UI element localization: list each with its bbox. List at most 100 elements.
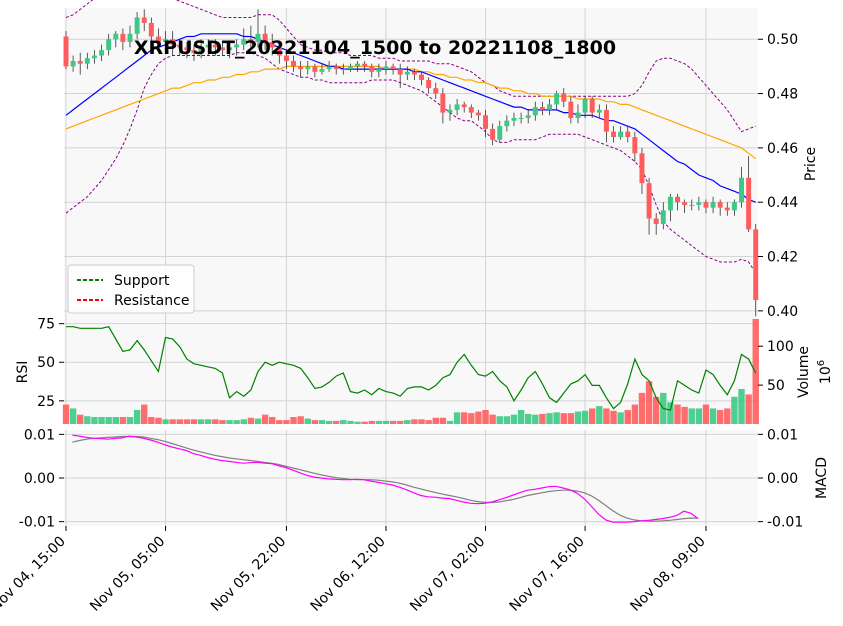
volume-bar xyxy=(489,414,496,424)
candle-up xyxy=(582,98,588,113)
volume-tick-label: 50 xyxy=(767,378,785,394)
x-tick-label: Nov 04, 15:00 xyxy=(0,534,69,615)
volume-bar xyxy=(382,420,390,424)
candle-up xyxy=(554,93,560,105)
volume-bar xyxy=(283,420,290,424)
candle-down xyxy=(717,202,723,208)
candle-up xyxy=(84,58,90,64)
volume-bar xyxy=(603,408,610,424)
volume-bar xyxy=(731,396,738,424)
candle-down xyxy=(184,47,190,51)
volume-bar xyxy=(439,417,447,424)
volume-tick-label: 100 xyxy=(767,339,794,355)
candle-down xyxy=(625,131,631,138)
candle-down xyxy=(724,207,730,211)
candle-up xyxy=(696,202,702,205)
volume-bar xyxy=(674,404,681,424)
volume-bar xyxy=(84,416,91,424)
volume-bar xyxy=(261,414,269,424)
legend-box xyxy=(67,264,195,314)
candle-up xyxy=(134,17,140,34)
candle-down xyxy=(120,33,126,42)
price-tick-label: 0.44 xyxy=(767,195,798,211)
volume-bar xyxy=(276,420,283,424)
volume-bar xyxy=(688,408,695,424)
volume-bar xyxy=(503,416,511,424)
candle-down xyxy=(653,218,659,224)
candle-up xyxy=(547,104,553,110)
candle-down xyxy=(639,153,645,184)
volume-bars xyxy=(62,319,759,424)
candle-down xyxy=(475,112,481,116)
price-tick-label: 0.42 xyxy=(767,250,798,266)
x-tick-label: Nov 06, 12:00 xyxy=(308,534,389,615)
volume-bar xyxy=(532,414,539,424)
candle-down xyxy=(611,131,617,138)
candle-down xyxy=(291,60,297,67)
candle-down xyxy=(603,109,609,132)
candle-up xyxy=(113,33,119,40)
volume-bar xyxy=(418,419,425,424)
volume-bar xyxy=(254,418,262,424)
candle-up xyxy=(660,210,666,224)
candle-down xyxy=(468,107,474,113)
candle-down xyxy=(248,39,254,42)
volume-bar xyxy=(588,408,596,424)
volume-axis-label: Volume xyxy=(796,346,812,398)
candle-down xyxy=(283,55,289,61)
x-tick-label: Nov 07, 16:00 xyxy=(507,534,588,615)
volume-bar xyxy=(269,417,276,424)
candle-up xyxy=(241,39,247,45)
volume-bar xyxy=(219,420,226,424)
candle-up xyxy=(575,112,581,119)
candle-down xyxy=(568,101,574,119)
candle-down xyxy=(77,60,83,64)
rsi-series-line xyxy=(66,326,757,411)
volume-bar xyxy=(453,412,461,424)
volume-bar xyxy=(190,419,198,424)
volume-bar xyxy=(247,417,255,424)
candle-up xyxy=(376,69,382,72)
candle-up xyxy=(305,66,311,70)
candle-up xyxy=(731,202,737,211)
volume-bar xyxy=(148,417,155,424)
volume-bar xyxy=(596,406,603,424)
candle-down xyxy=(753,229,759,300)
candle-up xyxy=(518,118,524,120)
volume-bar xyxy=(155,417,162,424)
candle-down xyxy=(746,177,752,230)
candle-down xyxy=(262,33,268,42)
candle-up xyxy=(710,202,716,208)
x-axis-ticks: Nov 04, 15:00 Nov 05, 05:00 Nov 05, 22:00 N… xyxy=(0,526,709,615)
volume-bar xyxy=(638,392,646,424)
x-tick-label: Nov 07, 02:00 xyxy=(407,534,488,615)
price-axis-label: Price xyxy=(803,147,819,181)
volume-bar xyxy=(645,381,653,424)
candle-down xyxy=(682,202,688,205)
candle-up xyxy=(234,44,240,48)
candle-down xyxy=(333,66,339,70)
volume-bar xyxy=(724,408,731,424)
macd-left-tick-label: 0.00 xyxy=(24,471,55,487)
candle-down xyxy=(461,104,467,108)
volume-bar xyxy=(517,410,525,424)
volume-bar xyxy=(162,419,169,424)
candle-down xyxy=(426,79,432,89)
candle-down xyxy=(63,36,69,67)
macd-axis-label: MACD xyxy=(814,457,830,499)
volume-bar xyxy=(709,408,717,424)
candle-up xyxy=(163,39,169,42)
volume-bar xyxy=(667,402,674,424)
macd-lines xyxy=(72,434,699,523)
candle-down xyxy=(212,44,218,48)
candle-up xyxy=(667,196,673,211)
candle-up xyxy=(255,33,261,42)
volume-bar xyxy=(91,417,98,424)
candle-down xyxy=(177,44,183,48)
upper-band-line xyxy=(65,0,756,133)
price-tick-label: 0.46 xyxy=(767,141,798,157)
volume-bar xyxy=(304,418,311,424)
volume-bar xyxy=(738,389,745,424)
volume-bar xyxy=(446,420,454,424)
candle-up xyxy=(355,63,361,67)
